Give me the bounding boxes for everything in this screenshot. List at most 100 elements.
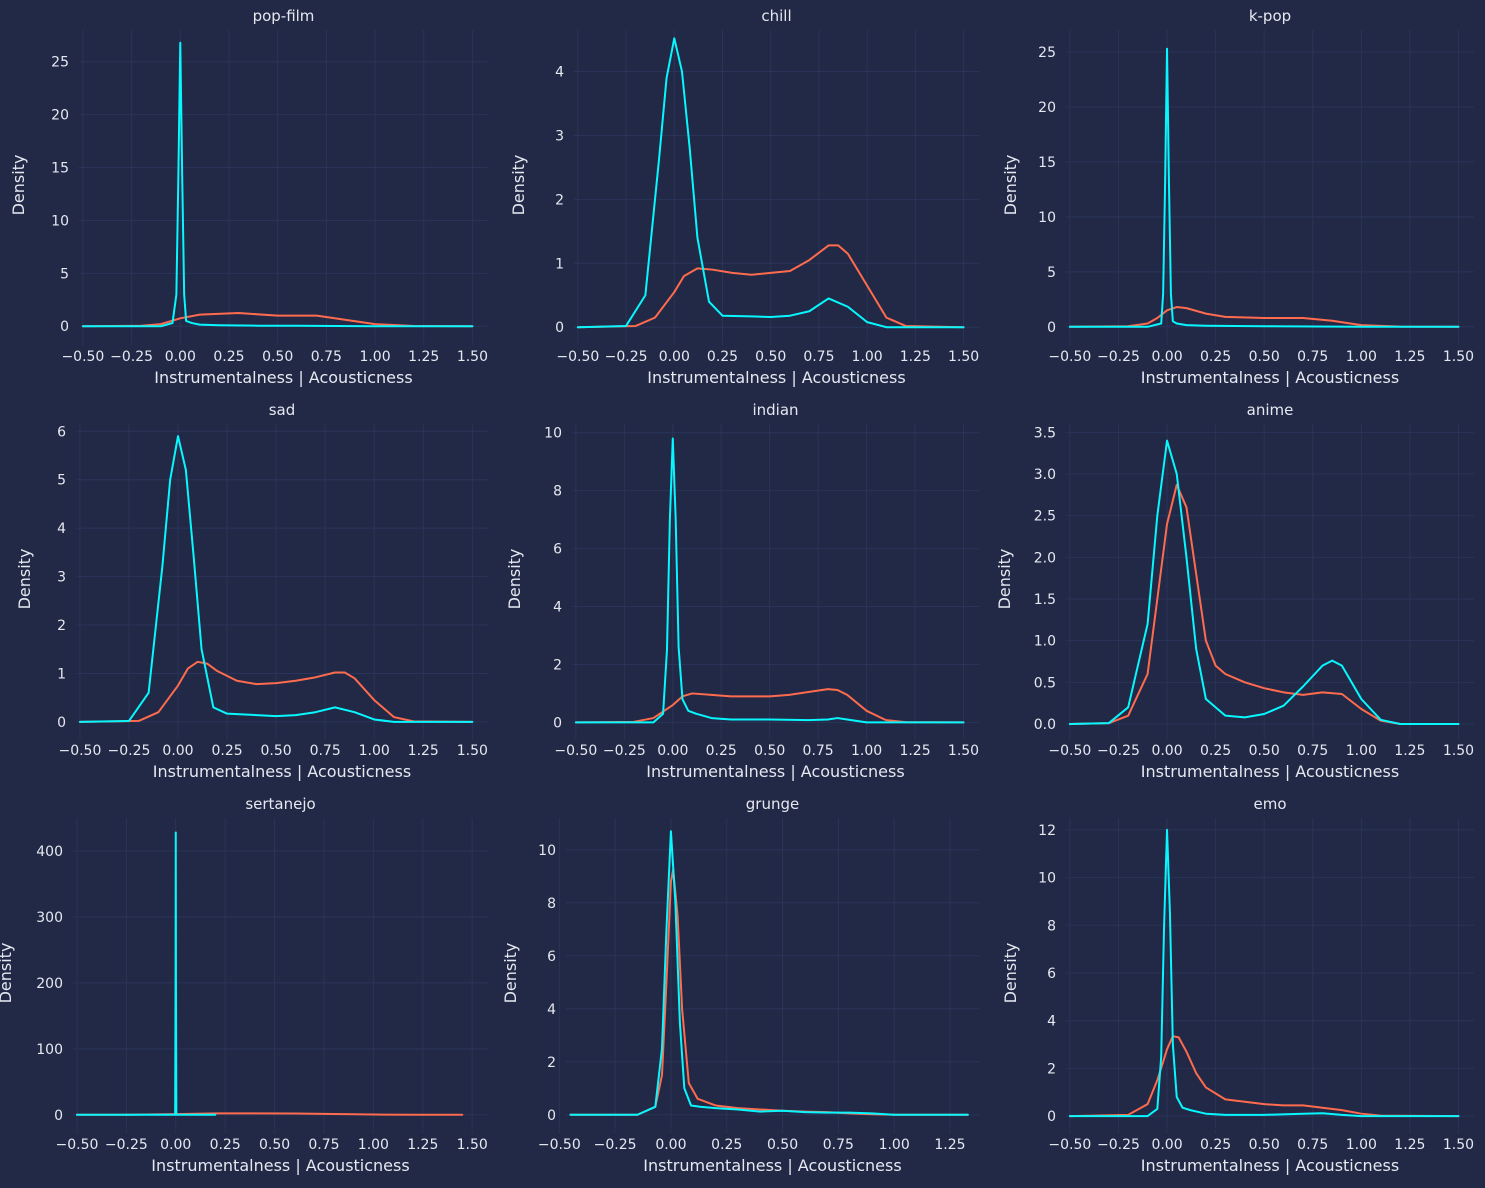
x-axis-label: Instrumentalness | Acousticness [643,1156,901,1175]
x-tick-label: 0.00 [659,349,690,365]
y-tick-label: 100 [36,1042,63,1058]
x-tick-label: 0.00 [162,743,193,759]
x-tick-label: 0.00 [1151,349,1182,365]
x-tick-label: −0.50 [538,1137,581,1153]
y-tick-label: 0 [555,320,564,336]
x-tick-label: 1.50 [457,1137,488,1153]
y-tick-label: 5 [57,473,66,489]
y-tick-label: 2.5 [1034,509,1056,525]
x-tick-label: 0.50 [767,1137,798,1153]
x-tick-label: 0.75 [1297,349,1328,365]
y-tick-label: 6 [553,542,562,558]
x-tick-label: −0.50 [61,349,104,365]
x-tick-label: 0.00 [1151,743,1182,759]
x-tick-label: 1.00 [1346,743,1377,759]
y-tick-label: 10 [1038,210,1056,226]
y-tick-label: 2.0 [1034,550,1056,566]
x-tick-label: −0.50 [554,743,597,759]
x-axis-label: Instrumentalness | Acousticness [1141,1156,1399,1175]
x-tick-label: 0.00 [657,743,688,759]
y-tick-label: 0 [57,715,66,731]
x-tick-label: 0.50 [1249,743,1280,759]
y-tick-label: 6 [547,949,556,965]
series-line-instrumentalness [1068,47,1460,328]
y-tick-label: 0 [1047,320,1056,336]
series-line-acousticness [576,244,965,329]
y-tick-label: 0 [54,1108,63,1124]
y-tick-label: 1.5 [1034,592,1056,608]
y-tick-label: 2 [547,1055,556,1071]
x-tick-label: −0.25 [605,349,648,365]
x-tick-label: 0.50 [1249,1137,1280,1153]
x-tick-label: 0.75 [1297,1137,1328,1153]
y-axis-label: Density [15,549,34,610]
y-tick-label: 3 [555,128,564,144]
y-tick-label: 1.0 [1034,634,1056,650]
x-tick-label: 0.00 [1151,1137,1182,1153]
y-tick-label: 4 [57,521,66,537]
panel-indian: −0.50 −0.25 0.00 0.25 0.50 0.75 1.00 1.25 1.50 0 2… [505,401,979,781]
y-tick-label: 0 [553,715,562,731]
x-tick-label: 0.75 [1297,743,1328,759]
x-tick-label: −0.50 [55,1137,98,1153]
x-tick-label: 1.00 [879,1137,910,1153]
panel-title: pop-film [253,7,315,25]
panel-title: sertanejo [245,795,315,813]
y-tick-label: 6 [57,424,66,440]
x-tick-label: 1.25 [934,1137,965,1153]
x-axis-label: Instrumentalness | Acousticness [1141,368,1399,387]
x-axis-label: Instrumentalness | Acousticness [153,762,411,781]
x-tick-label: 1.25 [408,349,439,365]
series-line-instrumentalness [1068,439,1460,725]
x-tick-label: 0.50 [1249,349,1280,365]
x-tick-label: 0.00 [165,349,196,365]
x-tick-label: −0.25 [603,743,646,759]
x-tick-label: −0.50 [1048,743,1091,759]
y-tick-label: 4 [547,1002,556,1018]
series-line-acousticness [1068,306,1460,328]
x-tick-label: 0.75 [308,1137,339,1153]
x-tick-label: 0.75 [803,743,834,759]
x-axis-label: Instrumentalness | Acousticness [154,368,412,387]
x-tick-label: 0.50 [259,1137,290,1153]
y-tick-label: 5 [60,266,69,282]
x-tick-label: 1.25 [899,743,930,759]
x-tick-label: 0.50 [262,349,293,365]
series-line-instrumentalness [1068,828,1460,1118]
x-tick-label: 0.25 [1200,349,1231,365]
x-tick-label: 1.00 [1346,1137,1377,1153]
panel-title: sad [269,401,296,419]
x-axis-label: Instrumentalness | Acousticness [1141,762,1399,781]
x-tick-label: 0.50 [754,743,785,759]
x-tick-label: 0.25 [210,1137,241,1153]
y-tick-label: 1 [57,666,66,682]
y-axis-label: Density [505,549,524,610]
y-tick-label: 2 [57,618,66,634]
x-tick-label: 1.00 [851,743,882,759]
x-tick-label: −0.25 [594,1137,637,1153]
y-tick-label: 6 [1047,966,1056,982]
x-tick-label: 1.00 [359,349,390,365]
y-tick-label: 4 [555,65,564,81]
y-axis-label: Density [0,943,15,1004]
y-tick-label: 10 [1038,871,1056,887]
x-tick-label: 1.25 [900,349,931,365]
y-tick-label: 8 [553,484,562,500]
x-tick-label: −0.25 [108,743,151,759]
y-axis-label: Density [995,549,1014,610]
x-tick-label: 1.25 [407,1137,438,1153]
y-tick-label: 8 [547,896,556,912]
x-tick-label: 0.25 [1200,743,1231,759]
x-tick-label: 0.50 [755,349,786,365]
x-tick-label: 1.50 [948,743,979,759]
y-tick-label: 20 [51,108,69,124]
series-line-acousticness [81,312,474,328]
x-axis-label: Instrumentalness | Acousticness [647,368,905,387]
x-tick-label: 1.00 [359,743,390,759]
y-tick-label: 4 [1047,1014,1056,1030]
x-tick-label: 1.50 [948,349,979,365]
x-tick-label: 0.25 [211,743,242,759]
panel-sertanejo: −0.50 −0.25 0.00 0.25 0.50 0.75 1.00 1.25 1.50 0 1… [0,795,488,1175]
y-tick-label: 0 [60,319,69,335]
